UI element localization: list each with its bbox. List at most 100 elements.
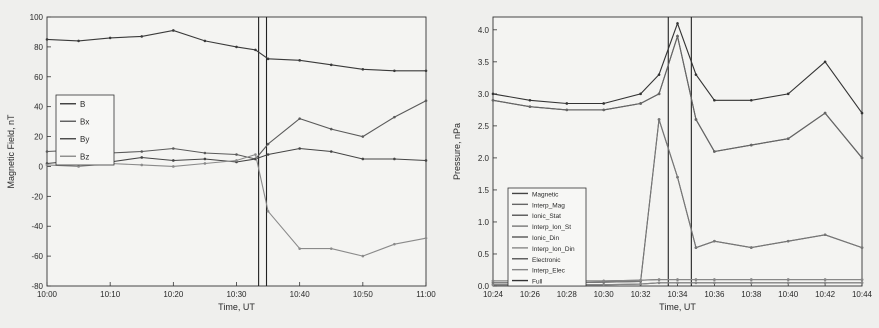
data-point xyxy=(140,163,144,167)
y-tick-label: 4.0 xyxy=(478,26,490,35)
y-tick-label: 0.5 xyxy=(478,250,490,259)
legend-label: Interp_Ion_St xyxy=(532,224,571,231)
data-point xyxy=(713,150,716,153)
x-tick-label: 11:00 xyxy=(416,290,436,299)
y-tick-label: 3.0 xyxy=(478,90,490,99)
data-point xyxy=(786,239,790,243)
data-point xyxy=(393,115,396,119)
data-point xyxy=(860,156,864,160)
data-point xyxy=(235,159,238,162)
data-point xyxy=(602,279,605,283)
x-axis-label: Time, UT xyxy=(659,302,696,312)
data-point xyxy=(254,153,257,156)
data-point xyxy=(860,278,864,281)
data-point xyxy=(491,279,495,283)
x-tick-label: 10:20 xyxy=(163,290,184,299)
data-point xyxy=(235,45,238,49)
data-point xyxy=(713,239,716,243)
data-point xyxy=(860,246,864,249)
data-point xyxy=(750,143,753,147)
y-tick-label: 20 xyxy=(34,133,43,142)
data-point xyxy=(108,36,112,40)
data-point xyxy=(298,247,301,250)
data-point xyxy=(676,281,679,285)
data-point xyxy=(45,150,49,153)
data-point xyxy=(786,92,790,96)
data-point xyxy=(565,102,569,105)
legend-label: Interp_Mag xyxy=(532,202,565,209)
legend-label: Electronic xyxy=(532,257,561,264)
legend-label: Full xyxy=(532,279,543,286)
x-tick-label: 10:26 xyxy=(520,290,541,299)
data-point xyxy=(676,175,679,179)
data-point xyxy=(361,68,365,71)
x-tick-label: 10:44 xyxy=(852,290,873,299)
x-tick-label: 10:00 xyxy=(37,290,58,299)
data-point xyxy=(361,135,365,138)
x-tick-label: 10:34 xyxy=(667,290,688,299)
data-point xyxy=(266,57,270,61)
data-point xyxy=(713,281,716,285)
data-point xyxy=(298,147,301,150)
data-point xyxy=(329,127,333,131)
data-point xyxy=(491,92,495,96)
data-point xyxy=(694,278,698,281)
data-point xyxy=(750,281,753,285)
y-tick-label: 2.0 xyxy=(478,154,490,163)
y-tick-label: 2.5 xyxy=(478,122,490,131)
x-tick-label: 10:38 xyxy=(741,290,762,299)
data-point xyxy=(528,98,532,102)
pressure-chart: 10:24 10:26 10:28 10:30 10:32 10:34 10:36 10:38… xyxy=(452,16,873,312)
data-point xyxy=(203,157,207,161)
data-point xyxy=(329,247,333,250)
data-point xyxy=(786,278,790,281)
series-line-b xyxy=(46,29,426,72)
legend-label: Ionic_Stat xyxy=(532,213,561,220)
data-point xyxy=(639,102,642,105)
data-point xyxy=(424,69,428,73)
y-tick-label: 100 xyxy=(30,13,44,22)
data-point xyxy=(172,147,175,150)
data-point xyxy=(602,102,605,105)
x-tick-label: 10:36 xyxy=(704,290,725,299)
data-point xyxy=(203,39,207,43)
data-point xyxy=(639,92,642,96)
data-point xyxy=(140,156,144,159)
y-tick-label: 0.0 xyxy=(478,282,490,291)
y-tick-label: -80 xyxy=(31,282,43,291)
data-point xyxy=(860,111,864,115)
data-point xyxy=(266,153,270,156)
legend-label: B xyxy=(80,100,85,109)
data-point xyxy=(172,159,175,162)
series-line-bx xyxy=(46,100,427,160)
data-point xyxy=(361,254,365,258)
data-point xyxy=(393,157,396,161)
legend-label: Interp_Elec xyxy=(532,268,566,275)
data-point xyxy=(424,236,428,240)
data-point xyxy=(140,150,144,153)
data-point xyxy=(823,60,827,64)
data-point xyxy=(565,108,569,112)
data-point xyxy=(676,278,679,281)
data-point xyxy=(266,142,270,146)
data-point xyxy=(254,48,257,52)
x-tick-label: 10:40 xyxy=(778,290,799,299)
data-point xyxy=(45,163,49,167)
data-point xyxy=(657,278,661,281)
x-tick-label: 10:10 xyxy=(100,290,121,299)
data-point xyxy=(639,282,642,286)
data-point xyxy=(786,281,790,285)
data-point xyxy=(657,92,661,96)
data-point xyxy=(713,98,716,102)
data-point xyxy=(750,98,753,102)
x-tick-label: 10:50 xyxy=(353,290,374,299)
data-point xyxy=(266,209,270,213)
x-tick-label: 10:30 xyxy=(226,290,247,299)
legend-label: Interp_Ion_Din xyxy=(532,246,575,253)
data-point xyxy=(786,137,790,140)
data-point xyxy=(823,278,827,281)
data-point xyxy=(172,29,175,32)
legend-label: Magnetic xyxy=(532,191,559,198)
data-point xyxy=(491,281,495,285)
